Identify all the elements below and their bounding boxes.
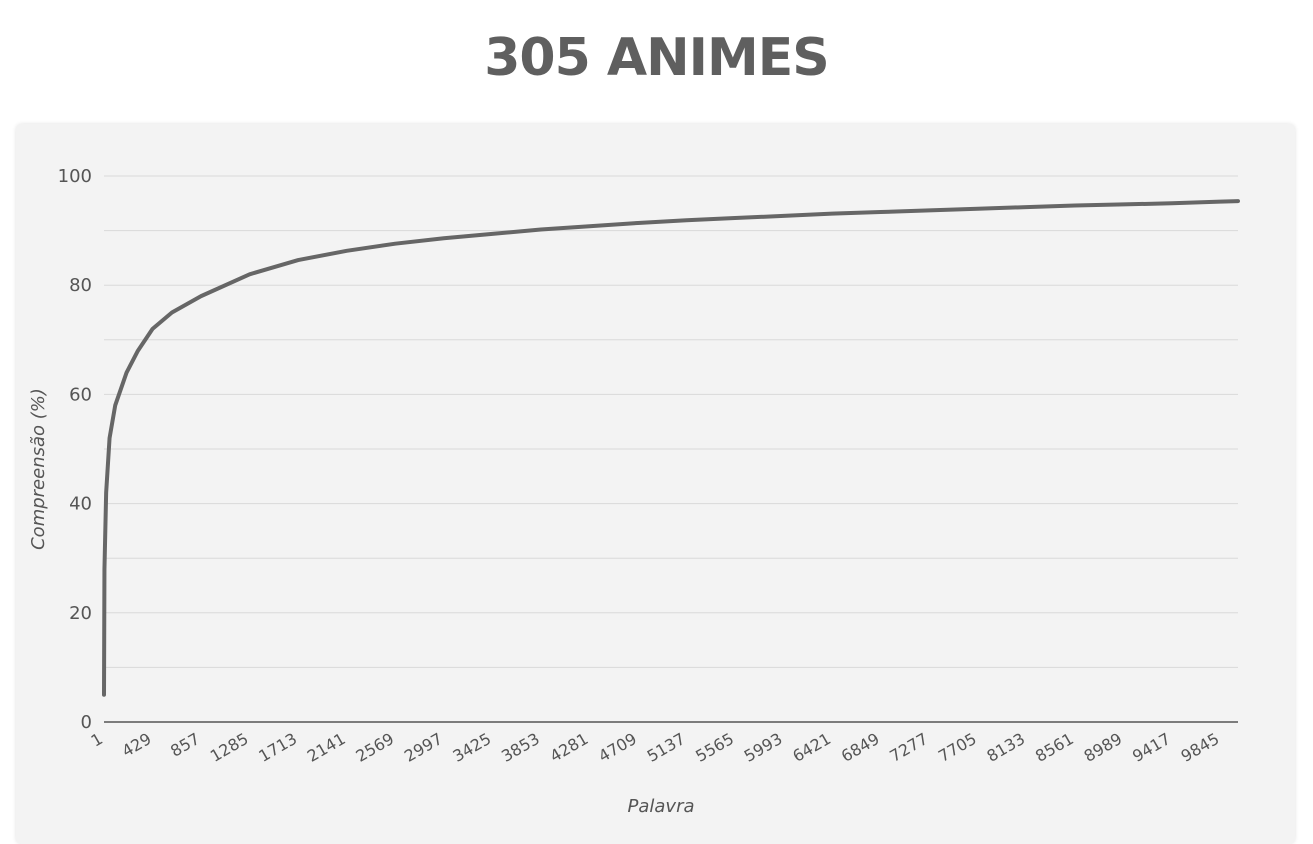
x-tick-label: 1713 (255, 729, 300, 766)
x-tick-label: 2569 (352, 729, 397, 766)
x-tick-label: 857 (167, 729, 203, 761)
x-tick-label: 429 (119, 729, 155, 761)
y-tick-label: 80 (69, 275, 92, 296)
page-title: 305 ANIMES (484, 28, 829, 88)
x-tick-label: 2997 (401, 729, 446, 766)
x-tick-label: 9845 (1178, 729, 1223, 766)
x-tick-label: 7277 (886, 729, 931, 766)
x-tick-label: 4709 (595, 729, 640, 766)
chart-panel: 0 20 40 60 80 100 1 429 857 1285 1713 2141 2569 2997 3… (16, 124, 1295, 844)
y-tick-label: 0 (81, 712, 92, 733)
x-tick-label: 2141 (304, 729, 349, 766)
x-tick-label: 1 (88, 729, 106, 751)
x-tick-label: 6421 (789, 729, 834, 766)
x-tick-label: 3853 (498, 729, 543, 766)
x-tick-label: 3425 (450, 729, 495, 766)
y-tick-label: 60 (69, 384, 92, 405)
x-tick-label: 7705 (935, 729, 980, 766)
x-tick-label: 4281 (547, 729, 592, 766)
y-tick-label: 100 (58, 166, 92, 187)
x-tick-label: 5565 (692, 729, 737, 766)
x-tick-label: 5137 (644, 729, 689, 766)
x-tick-label: 9417 (1129, 729, 1174, 766)
x-tick-label: 8561 (1032, 729, 1077, 766)
line-layer (102, 199, 1240, 697)
x-tick-label: 8133 (983, 729, 1028, 766)
grid-layer (104, 175, 1238, 668)
y-tick-label: 40 (69, 494, 92, 515)
y-axis-label: Compreensão (%) (28, 388, 49, 550)
x-tick-label: 1285 (207, 729, 252, 766)
x-tick-label: 8989 (1081, 729, 1126, 766)
series-line (102, 199, 1240, 697)
x-axis-label: Palavra (628, 796, 695, 817)
x-tick-label: 6849 (838, 729, 883, 766)
y-tick-label: 20 (69, 603, 92, 624)
x-tick-label: 5993 (741, 729, 786, 766)
